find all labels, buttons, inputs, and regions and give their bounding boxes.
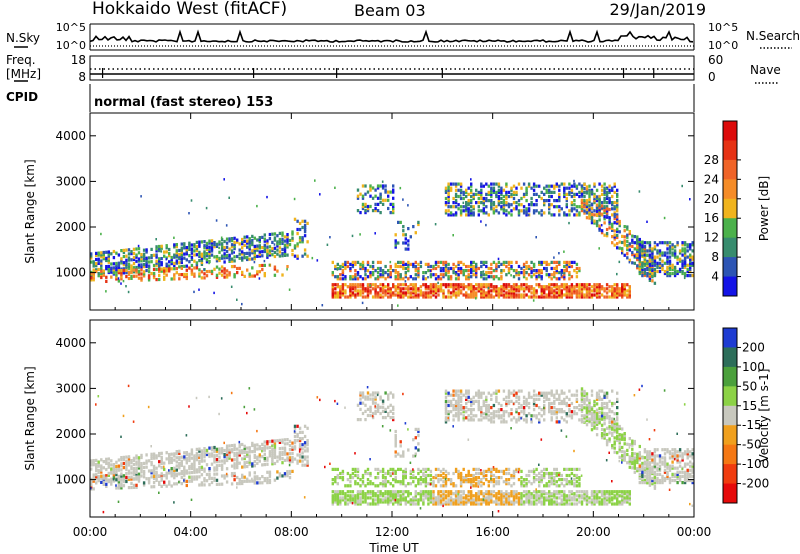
colorbar-swatch [723,425,737,446]
colorbar-tick-label: 28 [704,153,719,167]
noise-sky-line [89,29,694,43]
nave-tick-bottom: 0 [708,70,716,84]
colorbar-label: Power [dB] [757,176,771,241]
colorbar-tick-label: 8 [711,250,719,264]
noise-right-tick-bottom: 10^0 [708,39,738,52]
colorbar-swatch [723,218,737,239]
colorbar-swatch [723,198,737,219]
power-panel: 1000 2000 3000 4000 Slant Range [km] 4 8 12 16 20… [23,112,771,311]
cpid-mode: normal (fast stereo) 153 [94,95,273,110]
colorbar-tick-label: 20 [704,192,719,206]
freq-panel: Freq. [MHz] 18 8 60 0 Nave [6,53,781,84]
colorbar-swatch [723,159,737,180]
noise-panel: N.Sky 10^5 10^0 10^5 10^0 N.Search [6,21,800,52]
y-tick-label: 1000 [55,266,86,280]
cpid-panel: CPID normal (fast stereo) 153 [6,84,695,112]
y-axis-label: Slant Range [km] [23,366,37,470]
colorbar-tick-label: 12 [704,231,719,245]
colorbar-tick-label: 4 [711,270,719,284]
echo-cells [90,384,694,514]
colorbar-swatch [723,386,737,407]
time-axis: 00:00 04:00 08:00 12:00 16:00 20:00 00:00 [73,113,712,539]
freq-unit-label: [MHz] [6,67,41,81]
y-axis-label: Slant Range [km] [23,159,37,263]
nave-label: Nave [750,63,781,77]
date-label: 29/Jan/2019 [609,0,706,19]
colorbar-tick-label: 200 [742,340,765,354]
colorbar-tick-label: -200 [742,477,769,491]
x-tick-label: 12:00 [375,525,410,539]
x-tick-label: 16:00 [475,525,510,539]
y-tick-label: 2000 [55,427,86,441]
x-tick-label: 20:00 [576,525,611,539]
colorbar-swatch [723,257,737,278]
y-tick-label: 1000 [55,473,86,487]
x-axis-label: Time UT [368,541,419,554]
velocity-panel: 1000 2000 3000 4000 Slant Range [km] 200 100 50… [23,319,771,518]
colorbar-swatch [723,276,737,297]
colorbar-swatch [723,483,737,504]
colorbar-swatch [723,179,737,200]
noise-left-tick-top: 10^5 [56,21,86,34]
x-tick-label: 04:00 [173,525,208,539]
y-tick-label: 3000 [55,174,86,188]
colorbar-swatch [723,444,737,465]
colorbar-tick-label: -15 [742,418,762,432]
x-tick-label: 00:00 [73,525,108,539]
x-tick-label: 00:00 [677,525,712,539]
freq-label: Freq. [6,53,36,67]
nave-tick-top: 60 [708,53,723,67]
colorbar: 4 8 12 16 20 24 28 Power [dB] [704,120,771,297]
colorbar-swatch [723,366,737,387]
colorbar-tick-label: 50 [742,379,757,393]
colorbar-tick-label: 15 [742,399,757,413]
y-tick-label: 4000 [55,129,86,143]
freq-tick-bottom: 8 [78,70,86,84]
y-tick-label: 3000 [55,381,86,395]
noise-sky-label: N.Sky [6,31,40,45]
colorbar-swatch [723,328,737,348]
colorbar-swatch [723,347,737,368]
colorbar-swatch [723,405,737,426]
y-tick-label: 4000 [55,336,86,350]
colorbar-swatch [723,237,737,258]
x-tick-label: 08:00 [274,525,309,539]
noise-left-tick-bottom: 10^0 [56,39,86,52]
freq-tick-top: 18 [71,53,86,67]
colorbar-tick-label: -100 [742,457,769,471]
echo-cells [90,178,694,307]
colorbar: 200 100 50 15 -15 -50 -100 -200 Velocity [m s-1] [722,327,771,504]
colorbar-swatch [723,140,737,161]
colorbar-label: Velocity [m s-1] [757,369,771,463]
cpid-label: CPID [6,90,38,104]
station-title: Hokkaido West (fitACF) [92,0,287,19]
colorbar-tick-label: 16 [704,211,719,225]
colorbar-swatch [723,121,737,141]
colorbar-swatch [723,464,737,485]
colorbar-tick-label: -50 [742,438,762,452]
noise-right-tick-top: 10^5 [708,21,738,34]
colorbar-tick-label: 100 [742,360,765,374]
y-tick-label: 2000 [55,220,86,234]
beam-label: Beam 03 [354,1,426,20]
noise-search-label: N.Search [746,29,800,43]
colorbar-tick-label: 24 [704,172,719,186]
